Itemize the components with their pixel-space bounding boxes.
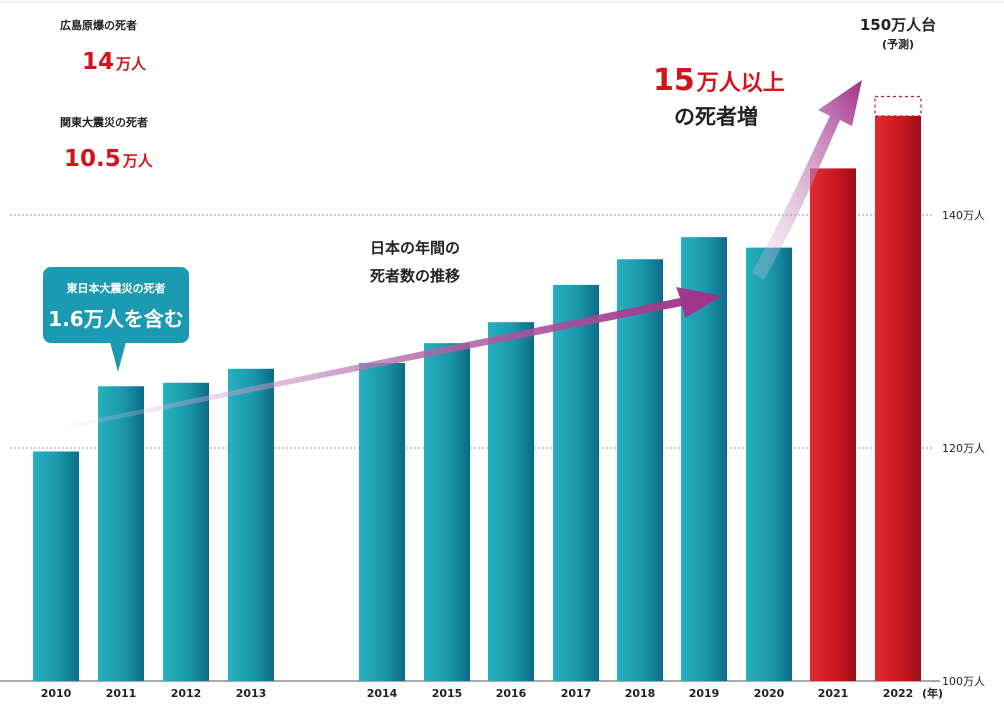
y-tick-label: 120万人 xyxy=(942,442,985,455)
forecast-label: 150万人台 xyxy=(860,16,936,34)
increase-arrow xyxy=(752,80,862,280)
x-axis-unit: (年) xyxy=(922,686,943,700)
x-axis: 2010 2011 2012 2013 2014 2015 2016 2017 2018 2019… xyxy=(41,686,943,700)
trend-label-line2: 死者数の推移 xyxy=(370,267,460,285)
x-tick-label: 2015 xyxy=(432,687,463,700)
bar-2016 xyxy=(488,322,534,681)
x-tick-label: 2013 xyxy=(236,687,267,700)
bar-2020 xyxy=(746,247,792,681)
callout-line2: 1.6万人を含む xyxy=(48,307,183,331)
note-kanto-value: 10.5 万人 xyxy=(64,146,154,172)
bar-series xyxy=(33,95,922,682)
y-tick-label: 100万人 xyxy=(942,675,985,688)
forecast-box xyxy=(874,95,922,117)
bar-2017 xyxy=(553,284,599,681)
bar-2013 xyxy=(228,368,274,681)
bar-2010 xyxy=(33,451,79,681)
y-tick-label: 140万人 xyxy=(942,209,985,222)
trend-arrow xyxy=(70,287,722,428)
bar-2014 xyxy=(359,362,405,681)
x-tick-label: 2012 xyxy=(171,687,202,700)
bar-2012 xyxy=(163,382,209,681)
x-tick-label: 2018 xyxy=(625,687,656,700)
x-tick-label: 2014 xyxy=(367,687,398,700)
bar-2011 xyxy=(98,386,144,681)
callout-bubble: 東日本大震災の死者 1.6万人を含む xyxy=(43,267,189,372)
x-tick-label: 2011 xyxy=(106,687,137,700)
increase-label-line2: の死者増 xyxy=(674,105,758,129)
callout-line1: 東日本大震災の死者 xyxy=(67,281,166,295)
bar-2022 xyxy=(875,115,921,682)
x-tick-label: 2021 xyxy=(818,687,849,700)
x-tick-label: 2010 xyxy=(41,687,72,700)
bar-2018 xyxy=(617,259,663,681)
x-tick-label: 2020 xyxy=(754,687,785,700)
note-hiroshima-label: 広島原爆の死者 xyxy=(60,18,137,32)
bar-2015 xyxy=(424,343,470,681)
increase-label: 15万人以上 xyxy=(653,63,785,98)
forecast-label-sub: (予測) xyxy=(882,37,914,51)
x-tick-label: 2019 xyxy=(689,687,720,700)
note-hiroshima-value: 14 万人 xyxy=(82,49,147,75)
note-kanto-label: 関東大震災の死者 xyxy=(60,115,148,129)
trend-label-line1: 日本の年間の xyxy=(370,239,460,257)
y-axis: 100万人 120万人 140万人 xyxy=(942,209,985,688)
x-tick-label: 2017 xyxy=(561,687,592,700)
x-tick-label: 2022 xyxy=(883,687,914,700)
bar-2021 xyxy=(810,168,856,681)
x-tick-label: 2016 xyxy=(496,687,527,700)
